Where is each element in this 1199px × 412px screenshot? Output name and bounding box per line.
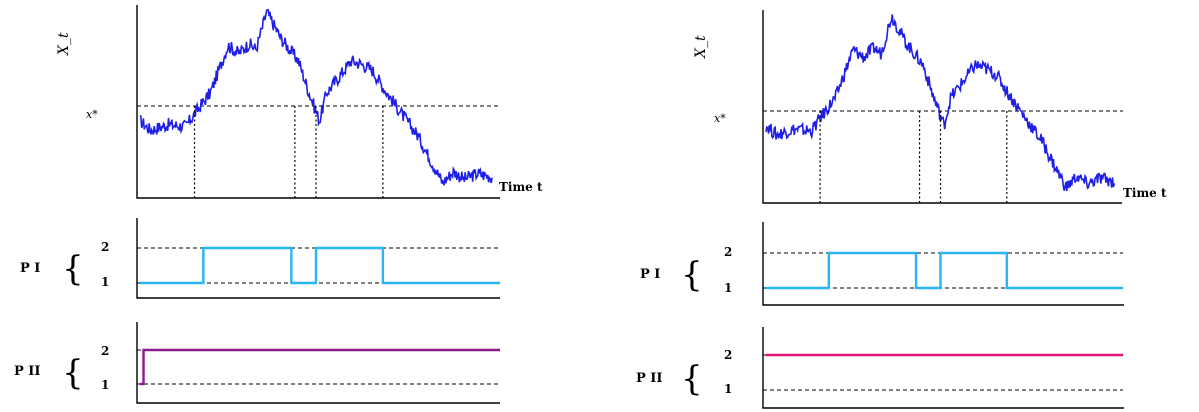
left-path-axes [136, 5, 500, 199]
left-p1-axes [136, 218, 500, 299]
right-p1-label: P I [640, 267, 660, 282]
right-panel: X_t x* Time t P I { 2 1 P II { 2 1 [636, 10, 1167, 409]
left-p2-label: P II [14, 364, 40, 379]
left-p2-tick-1: 1 [101, 378, 109, 392]
right-p2-tick-2: 2 [724, 348, 732, 362]
right-p2-label: P II [636, 371, 662, 386]
left-xlabel: Time t [499, 180, 543, 194]
right-p2-tick-1: 1 [724, 382, 732, 396]
left-p1-brace: { [62, 249, 84, 289]
policy-one-step-line [766, 251, 1123, 290]
right-p1-group [763, 251, 1123, 290]
right-p2-group [763, 353, 1123, 391]
right-p1-axes [762, 222, 1124, 306]
left-p1-tick-1: 1 [101, 275, 109, 289]
left-panel: X_t x* Time t P I { 2 1 P II { 2 1 [14, 5, 543, 404]
policy-one-step-line [140, 246, 500, 285]
right-p1-tick-2: 2 [724, 245, 732, 259]
right-xlabel: Time t [1123, 186, 1167, 200]
left-threshold-label: x* [86, 108, 98, 121]
left-p1-group [137, 246, 500, 285]
policy-two-step-line [140, 348, 500, 386]
left-ylabel: X_t [56, 32, 72, 56]
right-path-axes [762, 10, 1122, 204]
process-path-line [139, 8, 493, 186]
left-p1-tick-2: 2 [101, 240, 109, 254]
right-p2-axes [762, 327, 1124, 409]
left-path-group [137, 8, 500, 198]
right-p1-brace: { [681, 255, 703, 295]
process-path-line [765, 14, 1116, 192]
right-ylabel: X_t [693, 35, 709, 59]
right-p2-brace: { [681, 359, 703, 399]
left-p1-label: P I [20, 261, 40, 276]
left-p2-group [137, 348, 500, 386]
left-p2-brace: { [62, 353, 84, 393]
right-p1-tick-1: 1 [724, 281, 732, 295]
right-threshold-label: x* [714, 112, 726, 125]
right-path-group [763, 14, 1123, 203]
left-p2-axes [136, 322, 500, 404]
left-p2-tick-2: 2 [101, 344, 109, 358]
